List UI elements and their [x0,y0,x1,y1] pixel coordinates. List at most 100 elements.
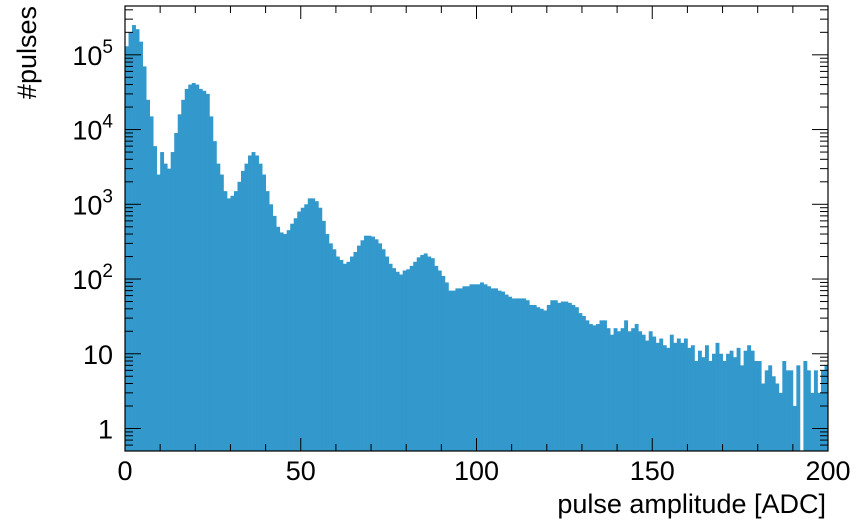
histogram-bar [237,181,242,451]
histogram-bar [335,256,340,451]
histogram-bar [588,324,593,451]
histogram-bar [233,191,238,451]
histogram-bar [508,296,513,451]
histogram-bar [645,340,650,451]
histogram-bar [757,361,762,451]
histogram-bar [146,99,151,452]
histogram-bar [539,308,544,451]
histogram-bar [251,152,256,451]
histogram-bar [430,258,435,451]
histogram-bar [792,406,797,451]
histogram-bar [402,270,407,451]
histogram-bar [638,331,643,451]
histogram-bar [353,251,358,451]
histogram-bar [311,198,316,451]
histogram-bar [483,284,488,451]
histogram-bar [139,41,143,451]
histogram-bar [771,376,776,451]
histogram-bar [676,338,681,451]
histogram-bar [803,361,808,451]
histogram-bar [160,152,165,451]
histogram-bar [648,331,653,451]
histogram-bar [596,324,600,451]
histogram-bar [423,253,428,451]
histogram-bar [817,392,822,451]
histogram-bar [420,254,425,451]
histogram-bar [395,271,400,451]
histogram-bar [550,300,555,451]
y-tick-label: 103 [72,186,113,220]
histogram-bar [416,257,421,451]
histogram-bar [132,25,136,451]
histogram-bar [448,290,453,451]
histogram-bar [515,298,520,451]
histogram-bar [226,198,231,451]
histogram-bar [729,350,734,451]
histogram-bar [662,345,667,451]
histogram-bar [314,201,319,451]
histogram-bar [680,342,685,451]
histogram-bar [490,288,495,451]
x-tick-label: 50 [286,456,316,486]
y-tick-label: 105 [72,37,113,71]
histogram-bar [704,345,709,451]
histogram-bar [796,365,801,451]
histogram-bar [170,152,175,451]
histogram-bar [371,236,375,451]
histogram-bar [413,261,418,451]
histogram-bar [142,66,147,451]
histogram-bar [673,342,678,451]
histogram-bar [617,331,622,451]
histogram-bar [276,226,281,451]
histogram-bar [399,274,404,451]
y-tick-label: 102 [72,261,113,295]
histogram-bar [697,350,702,451]
histogram-bar [128,32,133,452]
histogram-bar [564,301,569,451]
histogram-bar [219,174,224,451]
histogram-bar [599,320,604,451]
histogram-bar [392,268,397,451]
histogram-bar [592,325,597,451]
histogram-bar [782,361,787,451]
histogram-bar [581,316,586,451]
histogram-bar [768,365,773,451]
histogram-bar [511,298,516,451]
histogram-bar [525,300,530,451]
histogram-bar [820,370,825,451]
histogram-bar [806,370,811,451]
histogram-bar [255,155,259,451]
histogram-bar [188,84,193,451]
histogram-bar [683,338,688,451]
histogram-bar [441,275,446,451]
y-tick-label: 1 [98,415,113,445]
histogram-bar [279,232,284,451]
histogram-bar [216,163,221,451]
histogram-bar [248,155,252,451]
histogram-bar [304,204,309,451]
histogram-bar [244,163,249,451]
histogram-bar [690,345,695,451]
histogram-bar [624,320,629,451]
histogram-bar [747,345,752,451]
histogram-bar [627,331,632,451]
histogram-bar [364,235,368,451]
histogram-bar [293,218,298,451]
histogram-bar [269,204,274,451]
histogram-bar [574,307,579,451]
histogram-bar [810,392,815,451]
histogram-bar [722,361,727,451]
histogram-bar [719,353,723,451]
histogram-bar [444,282,449,451]
histogram-bar [349,256,354,451]
x-tick-label: 0 [117,456,132,486]
histogram-bar [472,284,477,451]
histogram-bar [156,174,161,451]
histogram-bar [701,357,706,451]
histogram-bar [163,163,168,451]
histogram-bar [740,365,745,451]
histogram-bar [631,328,636,451]
x-tick-label: 150 [630,456,675,486]
histogram-bar [775,383,780,451]
